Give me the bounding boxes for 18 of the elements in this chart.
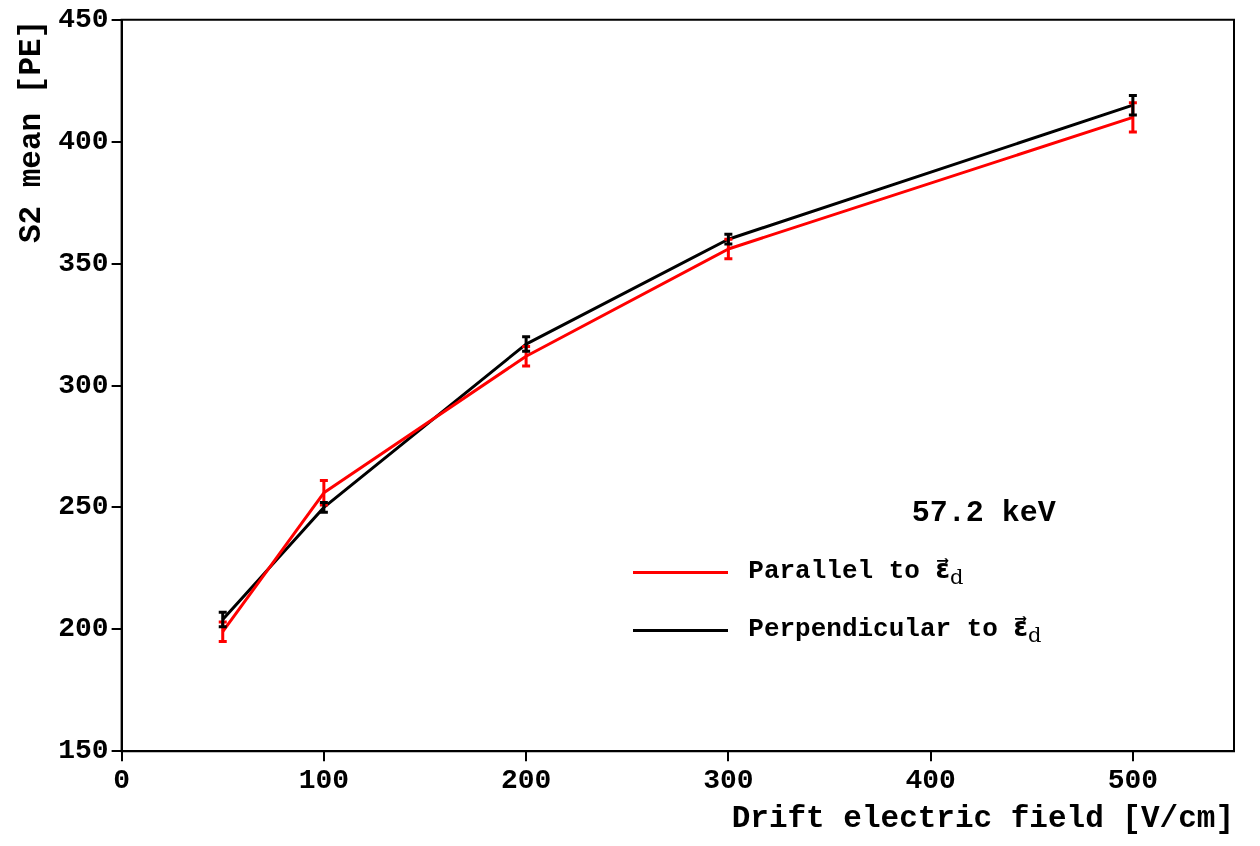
y-tick-label: 250	[58, 491, 109, 523]
legend-label: Parallel to ε⃗$_{d}$	[748, 555, 964, 590]
x-tick-label: 100	[298, 765, 350, 797]
annotation: 57.2 keV	[911, 496, 1056, 531]
x-tick-label: 0	[113, 765, 131, 797]
x-tick-label: 500	[1107, 765, 1159, 797]
x-axis-title: Drift electric field [V/cm]	[731, 801, 1234, 837]
x-tick-label: 200	[500, 765, 552, 797]
y-tick-label: 150	[58, 735, 109, 767]
y-tick-label: 450	[58, 3, 109, 35]
y-tick-label: 350	[58, 247, 109, 279]
y-tick-label: 400	[58, 125, 109, 157]
x-tick-label: 300	[703, 765, 754, 797]
legend-label: Perpendicular to ε⃗$_{d}$	[748, 613, 1042, 648]
y-tick-label: 300	[58, 369, 109, 401]
y-axis-title: S2 mean [PE]	[14, 19, 50, 244]
x-tick-label: 400	[905, 765, 956, 797]
y-tick-label: 200	[58, 613, 109, 645]
